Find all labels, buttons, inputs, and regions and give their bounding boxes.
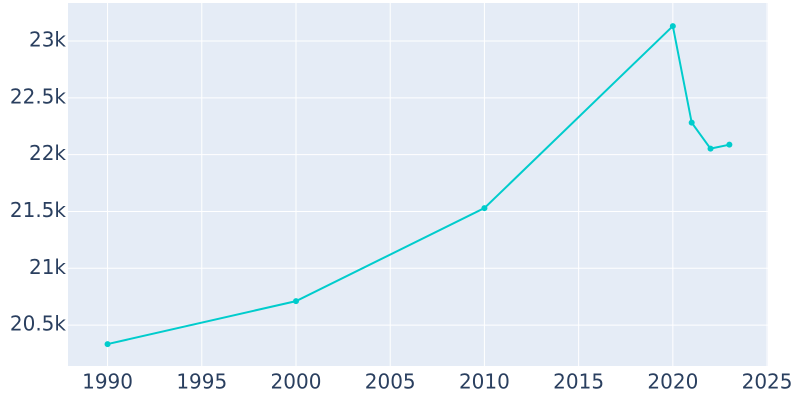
x-tick-label: 2000 bbox=[271, 370, 322, 394]
x-tick-label: 2010 bbox=[459, 370, 510, 394]
x-tick-label: 1995 bbox=[176, 370, 227, 394]
y-tick-label: 20.5k bbox=[10, 312, 67, 336]
y-tick-label: 21k bbox=[29, 255, 66, 279]
point bbox=[669, 23, 676, 30]
point bbox=[707, 145, 714, 152]
y-tick-label: 23k bbox=[29, 28, 66, 52]
point bbox=[726, 141, 733, 148]
point bbox=[104, 341, 111, 348]
point bbox=[481, 205, 488, 212]
point bbox=[292, 298, 299, 305]
y-tick-label: 21.5k bbox=[10, 198, 67, 222]
x-tick-label: 2025 bbox=[742, 370, 793, 394]
plot-area bbox=[68, 3, 768, 366]
x-tick-label: 2015 bbox=[553, 370, 604, 394]
x-tick-label: 2005 bbox=[365, 370, 416, 394]
x-tick-label: 1990 bbox=[82, 370, 133, 394]
y-tick-label: 22k bbox=[29, 141, 66, 165]
point bbox=[688, 119, 695, 126]
y-tick-label: 22.5k bbox=[10, 84, 67, 108]
x-tick-label: 2020 bbox=[647, 370, 698, 394]
